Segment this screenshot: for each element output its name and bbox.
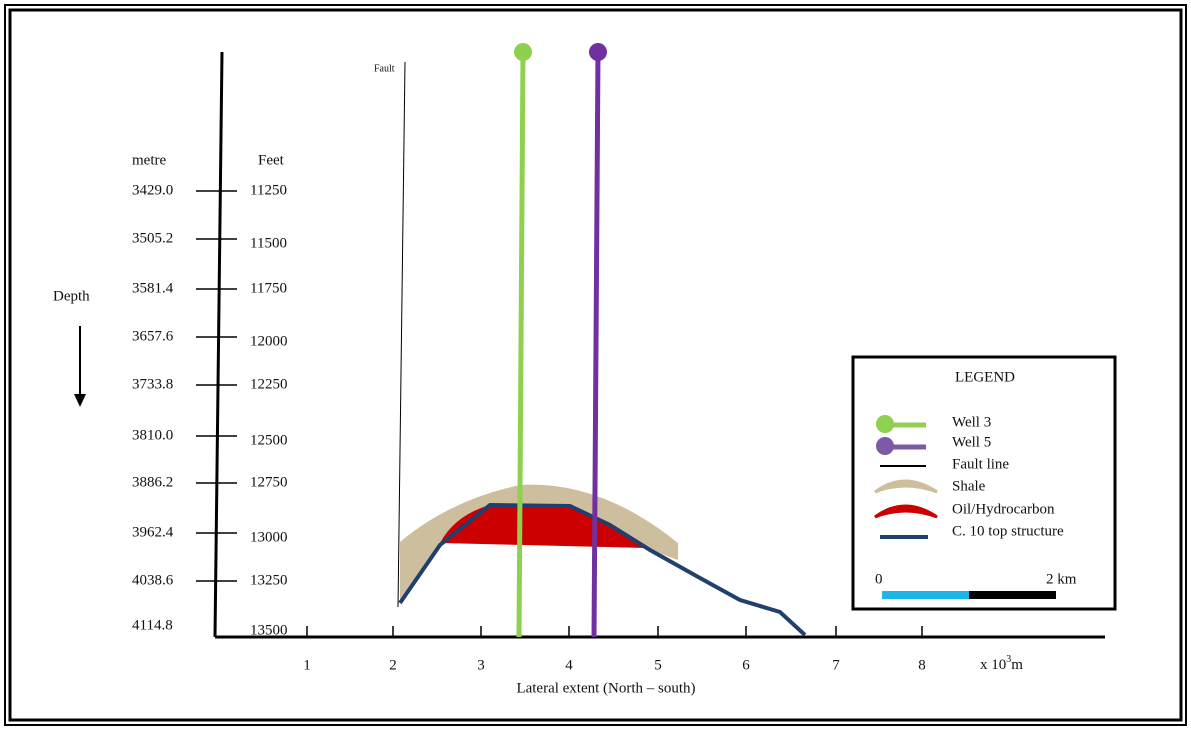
legend-oil-symbol — [874, 504, 938, 519]
x-tick-label: 5 — [654, 657, 662, 673]
metre-label: 3810.0 — [132, 427, 173, 443]
metre-label: 3962.4 — [132, 524, 174, 540]
top-structure — [398, 502, 807, 637]
metre-label: 4038.6 — [132, 572, 174, 588]
scale-end: 2 km — [1046, 571, 1077, 587]
inner-frame — [8, 8, 1183, 722]
scale-start: 0 — [875, 571, 883, 587]
well-5-head — [589, 43, 607, 61]
feet-label: 13250 — [250, 572, 288, 588]
legend-well-5-head — [876, 437, 894, 455]
scale-bar-black — [969, 591, 1056, 599]
metre-label: 4114.8 — [132, 617, 173, 633]
well-5 — [591, 51, 601, 638]
metre-label: 3657.6 — [132, 328, 174, 344]
metre-header: metre — [132, 152, 166, 168]
well-3 — [516, 51, 526, 638]
x-unit-sup: 3 — [1006, 654, 1011, 665]
feet-label: 12750 — [250, 474, 288, 490]
legend-item: Well 3 — [952, 414, 991, 430]
legend-items: Well 3 Well 5 Fault line Shale Oil/Hydrocarb… — [952, 414, 1064, 539]
x-tick-label: 3 — [477, 657, 485, 673]
x-label: Lateral extent (North – south) — [516, 680, 695, 696]
x-tick-label: 6 — [742, 657, 750, 673]
metre-label: 3429.0 — [132, 182, 173, 198]
feet-label: 13500 — [250, 622, 288, 638]
scale-bar-blue — [882, 591, 969, 599]
metre-label: 3733.8 — [132, 376, 173, 392]
x-tick-label: 7 — [832, 657, 840, 673]
feet-label: 11250 — [250, 182, 287, 198]
depth-label: Depth — [53, 288, 90, 304]
legend-item: Fault line — [952, 456, 1009, 472]
x-unit-end: m — [1011, 657, 1023, 673]
legend-well-3-head — [876, 415, 894, 433]
feet-label: 11500 — [250, 235, 287, 251]
well-3-head — [514, 43, 532, 61]
legend-item: Well 5 — [952, 434, 991, 450]
legend-item: Shale — [952, 478, 986, 494]
metre-label: 3581.4 — [132, 280, 174, 296]
x-unit: x 103m — [980, 654, 1023, 673]
depth-arrow-head — [74, 394, 86, 407]
x-ticks: 1 2 3 4 5 6 7 8 — [303, 626, 926, 673]
metre-label: 3505.2 — [132, 230, 173, 246]
feet-label: 12500 — [250, 432, 288, 448]
x-tick-label: 1 — [303, 657, 311, 673]
fault-label: Fault — [374, 63, 395, 74]
depth-axis — [213, 51, 224, 638]
legend-title: LEGEND — [955, 369, 1015, 385]
fault-line — [397, 61, 406, 608]
feet-label: 12000 — [250, 333, 288, 349]
legend-item: C. 10 top structure — [952, 523, 1064, 539]
feet-label: 11750 — [250, 280, 287, 296]
feet-header: Feet — [258, 152, 285, 168]
legend-item: Oil/Hydrocarbon — [952, 501, 1055, 517]
feet-label: 12250 — [250, 376, 288, 392]
x-tick-label: 4 — [565, 657, 573, 673]
legend-shale-symbol — [874, 479, 938, 494]
x-unit-base: x 10 — [980, 657, 1006, 673]
outer-frame — [4, 4, 1187, 726]
metre-label: 3886.2 — [132, 474, 173, 490]
x-tick-label: 8 — [918, 657, 926, 673]
depth-ticks: 3429.0 11250 3505.2 11500 3581.4 11750 3657.6 1… — [132, 182, 288, 638]
feet-label: 13000 — [250, 529, 288, 545]
x-tick-label: 2 — [389, 657, 397, 673]
